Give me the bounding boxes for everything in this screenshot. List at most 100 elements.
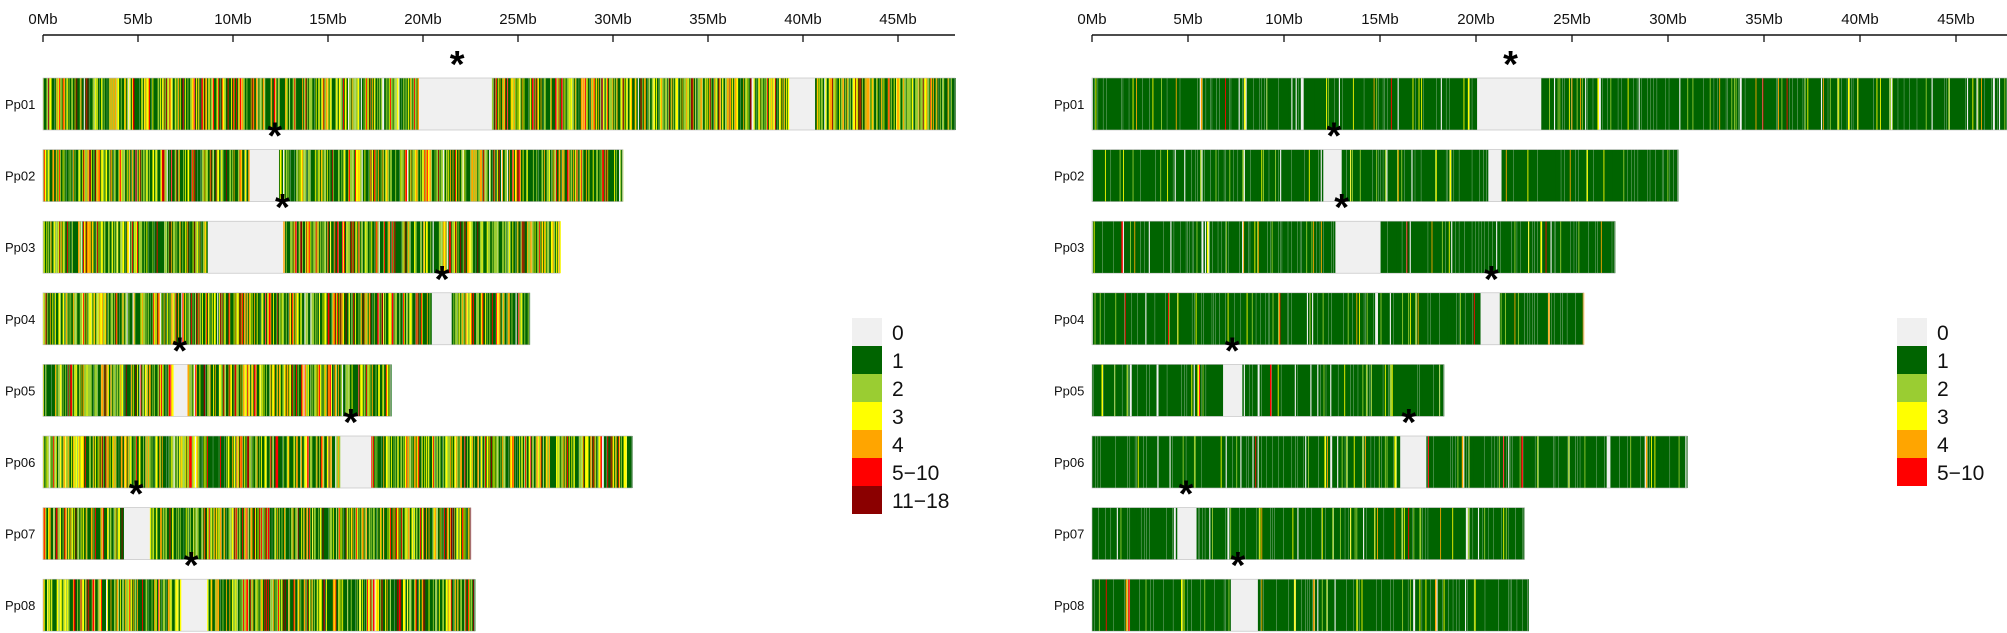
density-bin <box>84 292 86 345</box>
density-bin <box>318 364 320 417</box>
density-bin <box>443 221 445 274</box>
density-bin <box>1576 78 1579 130</box>
density-bin <box>416 579 419 632</box>
density-bin <box>64 78 66 130</box>
density-bin <box>1714 78 1717 130</box>
density-bin <box>576 149 578 202</box>
legend-label: 0 <box>892 322 904 345</box>
density-bin <box>352 292 354 345</box>
density-bin <box>1148 78 1150 130</box>
centromere-marker: * <box>343 402 358 444</box>
density-bin <box>485 292 488 345</box>
density-bin <box>85 292 88 345</box>
density-bin <box>502 221 505 274</box>
density-bin <box>123 364 125 417</box>
density-bin <box>1710 78 1713 130</box>
density-bin <box>1625 78 1628 130</box>
density-bin <box>467 507 470 560</box>
density-bin <box>528 78 531 130</box>
density-bin <box>84 221 86 274</box>
density-bin <box>279 364 282 417</box>
density-bin <box>856 78 859 130</box>
density-bin <box>283 579 285 632</box>
density-bin <box>63 221 65 274</box>
density-bin <box>352 149 354 202</box>
chromosome-outline <box>42 364 392 417</box>
density-bin <box>252 292 254 345</box>
centromere-marker: * <box>435 259 450 301</box>
density-bin <box>1212 78 1214 130</box>
density-bin <box>60 78 62 130</box>
density-bin <box>1469 78 1472 130</box>
density-bin <box>615 149 618 202</box>
density-bin <box>482 221 484 274</box>
density-bin <box>441 507 443 560</box>
density-bin <box>1161 78 1163 130</box>
density-bin <box>217 364 219 417</box>
density-bin <box>172 507 174 560</box>
density-bin <box>1688 78 1690 130</box>
density-bin <box>283 292 285 345</box>
legend-label: 5−10 <box>892 462 939 485</box>
density-bin <box>66 579 69 632</box>
density-bin <box>422 292 425 345</box>
density-bin <box>1704 78 1707 130</box>
density-bin <box>215 149 218 202</box>
density-bin <box>1092 78 1095 130</box>
density-bin <box>70 149 72 202</box>
density-bin <box>264 78 266 130</box>
density-bin <box>398 436 401 488</box>
density-bin <box>326 579 328 632</box>
density-bin <box>1308 78 1311 130</box>
density-bin <box>484 149 486 202</box>
density-bin <box>549 78 551 130</box>
density-bin <box>550 221 553 274</box>
density-bin <box>158 221 160 274</box>
density-bin <box>178 149 180 202</box>
density-bin <box>269 436 272 488</box>
density-bin <box>580 78 583 130</box>
density-bin <box>829 78 832 130</box>
density-bin <box>518 292 520 345</box>
density-bin <box>346 292 348 345</box>
density-bin <box>1762 78 1764 130</box>
density-bin <box>89 436 91 488</box>
density-bin <box>287 221 289 274</box>
density-bin <box>246 436 248 488</box>
density-bin <box>426 292 428 345</box>
density-bin <box>254 364 256 417</box>
density-bin <box>487 292 490 345</box>
density-bin <box>458 292 460 345</box>
density-bin <box>1663 78 1666 130</box>
density-bin <box>564 436 567 488</box>
density-bin <box>114 149 117 202</box>
density-bin <box>516 221 519 274</box>
density-bin <box>223 364 225 417</box>
density-bin <box>1110 78 1112 130</box>
density-bin <box>521 221 524 274</box>
density-bin <box>360 221 362 274</box>
density-bin <box>80 149 83 202</box>
density-bin <box>1322 78 1325 130</box>
density-bin <box>397 221 400 274</box>
density-bin <box>331 507 334 560</box>
density-bin <box>239 436 242 488</box>
density-bin <box>430 292 432 345</box>
density-bin <box>292 149 295 202</box>
density-bin <box>213 364 215 417</box>
density-bin <box>462 579 465 632</box>
density-bin <box>437 579 439 632</box>
density-bin <box>378 436 380 488</box>
density-bin <box>909 78 911 130</box>
density-bin <box>119 579 121 632</box>
density-bin <box>1616 78 1618 130</box>
density-bin <box>1200 78 1203 130</box>
density-bin <box>359 221 361 274</box>
density-bin <box>170 364 172 417</box>
density-bin <box>253 436 255 488</box>
density-bin <box>385 221 388 274</box>
density-bin <box>365 149 367 202</box>
density-bin <box>331 364 333 417</box>
density-bin <box>284 221 287 274</box>
density-bin <box>82 436 84 488</box>
